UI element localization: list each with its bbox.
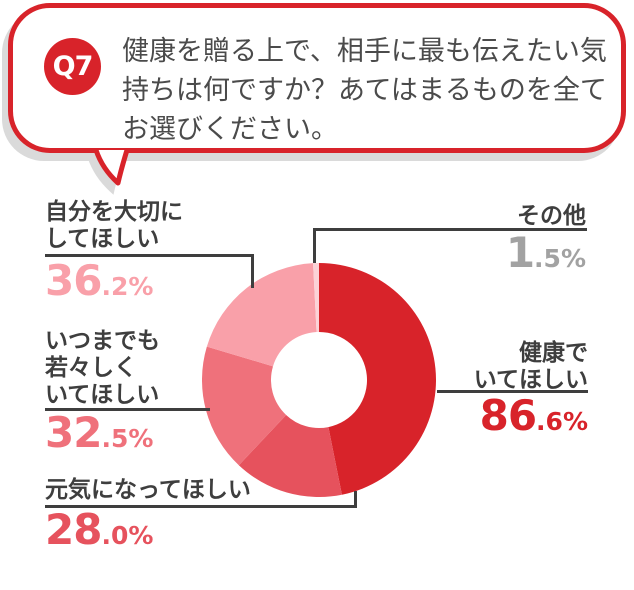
bubble-tail-icon bbox=[87, 149, 130, 195]
leader-line-genki bbox=[354, 491, 357, 508]
donut-segment-2 bbox=[202, 346, 287, 466]
percent-itsumademo: 32.5% bbox=[45, 412, 153, 454]
percent-dec: .2% bbox=[101, 272, 154, 301]
donut-segment-4 bbox=[313, 263, 319, 333]
question-bubble: Q7 健康を贈る上で、相手に最も伝えたい気 持ちは何ですか？あてはまるものを全て… bbox=[8, 3, 626, 153]
leader-line-itsumademo bbox=[45, 408, 210, 411]
label-line: いてほしい bbox=[45, 382, 160, 408]
question-number: Q7 bbox=[52, 51, 94, 82]
percent-int: 1 bbox=[505, 228, 535, 277]
leader-line-sonota bbox=[313, 228, 587, 231]
percent-sonota: 1.5% bbox=[386, 232, 586, 274]
donut-segment-0 bbox=[319, 263, 436, 495]
callout-label-jibun: 自分を大切に してほしい bbox=[45, 199, 183, 253]
question-text: 健康を贈る上で、相手に最も伝えたい気 持ちは何ですか？あてはまるものを全て お選… bbox=[122, 32, 627, 149]
label-line: その他 bbox=[517, 203, 586, 229]
label-line: いてほしい bbox=[473, 367, 588, 393]
leader-line-genki bbox=[45, 505, 357, 508]
leader-line-kenkou bbox=[437, 390, 588, 393]
percent-dec: .0% bbox=[101, 521, 154, 550]
bubble-tail-shape bbox=[93, 149, 130, 186]
percent-dec: .5% bbox=[534, 244, 586, 273]
label-line: いつまでも bbox=[45, 328, 160, 354]
leader-line-jibun bbox=[45, 254, 254, 257]
callout-label-kenkou: 健康で いてほしい bbox=[368, 340, 588, 394]
label-line: してほしい bbox=[45, 226, 160, 252]
callout-label-genki: 元気になってほしい bbox=[45, 477, 251, 504]
donut-segment-1 bbox=[238, 414, 342, 497]
callout-label-sonota: その他 bbox=[386, 203, 586, 230]
question-line: お選びください。 bbox=[122, 114, 338, 145]
label-line: 健康で bbox=[519, 340, 588, 366]
percent-jibun: 36.2% bbox=[45, 260, 153, 302]
donut-segment-3 bbox=[206, 263, 317, 367]
question-line: 健康を贈る上で、相手に最も伝えたい気 bbox=[122, 36, 607, 67]
leader-line-jibun bbox=[251, 254, 254, 288]
question-line: 持ちは何ですか？あてはまるものを全て bbox=[122, 75, 607, 106]
percent-int: 28 bbox=[45, 505, 102, 554]
percent-kenkou: 86.6% bbox=[368, 395, 588, 437]
percent-dec: .5% bbox=[101, 424, 154, 453]
callout-label-itsumademo: いつまでも 若々しく いてほしい bbox=[45, 328, 160, 409]
percent-genki: 28.0% bbox=[45, 509, 153, 551]
percent-dec: .6% bbox=[536, 407, 588, 436]
percent-int: 32 bbox=[45, 408, 102, 457]
percent-int: 36 bbox=[45, 256, 102, 305]
leader-line-sonota bbox=[313, 229, 316, 263]
label-line: 若々しく bbox=[45, 355, 137, 381]
label-line: 元気になってほしい bbox=[45, 477, 251, 503]
donut-chart bbox=[202, 263, 436, 497]
question-number-badge: Q7 bbox=[44, 38, 101, 95]
label-line: 自分を大切に bbox=[45, 199, 183, 225]
percent-int: 86 bbox=[479, 391, 537, 440]
